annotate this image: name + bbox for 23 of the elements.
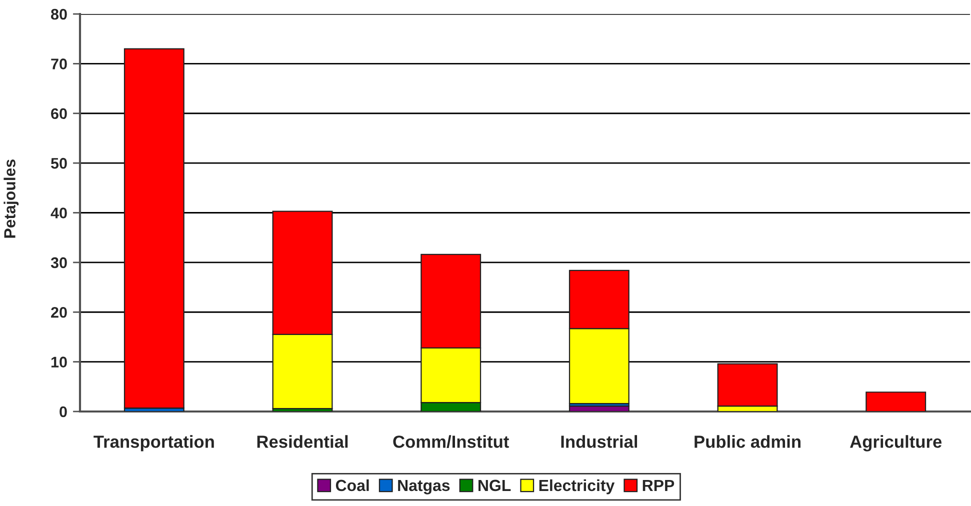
- y-tick-label: 50: [50, 158, 67, 169]
- legend-label: NGL: [478, 480, 511, 492]
- y-tick-label: 40: [50, 208, 67, 218]
- x-tick-label: Comm/Institut: [393, 435, 509, 448]
- x-tick-label: Agriculture: [850, 435, 942, 452]
- legend-label: Coal: [336, 479, 369, 492]
- x-tick-label: Transportation: [94, 435, 214, 452]
- legend-label: Electricity: [539, 479, 615, 494]
- y-tick-label: 70: [51, 58, 67, 70]
- y-tick-label: 60: [51, 108, 67, 120]
- bar: [124, 48, 184, 409]
- y-tick-label: 20: [51, 306, 67, 318]
- y-tick-label: 10: [51, 356, 67, 368]
- y-tick-label: 30: [50, 257, 67, 268]
- x-tick-label: Industrial: [561, 435, 638, 448]
- y-tick-label: 0: [60, 406, 67, 418]
- y-axis-title: Petajoules: [4, 160, 19, 238]
- x-tick-label: Residential: [257, 435, 348, 448]
- legend-label: Natgas: [398, 480, 450, 494]
- x-tick-label: Public admin: [694, 435, 800, 448]
- bar: [866, 392, 926, 412]
- legend-label: RPP: [642, 480, 674, 491]
- y-tick-label: 80: [50, 8, 67, 20]
